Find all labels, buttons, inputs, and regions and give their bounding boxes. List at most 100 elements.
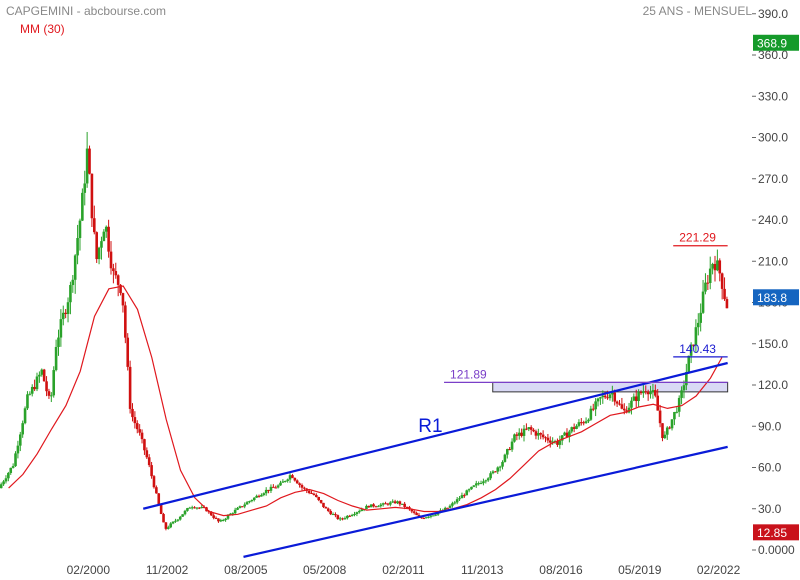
candle-body (164, 522, 168, 529)
candle-body (570, 427, 574, 432)
candle-body (503, 454, 507, 462)
candle-body (393, 501, 397, 504)
x-tick-label: 08/2016 (539, 563, 583, 577)
candle-body (606, 397, 609, 399)
candle-body (300, 485, 304, 488)
x-tick-label: 08/2005 (224, 563, 268, 577)
candle-body (630, 400, 633, 408)
candle-body (326, 508, 330, 511)
candle-body (250, 500, 254, 502)
candle-body (341, 518, 344, 520)
candle-body (489, 473, 492, 479)
candle-body (334, 514, 337, 516)
candle-body (651, 390, 655, 393)
candle-body (560, 435, 564, 441)
candle-body (486, 478, 490, 481)
candle-body (169, 523, 172, 528)
candle-body (241, 506, 244, 508)
x-tick-label: 11/2002 (146, 563, 189, 577)
candle-body (463, 495, 466, 497)
candle-body (584, 421, 588, 424)
candle-body (465, 490, 469, 496)
candle-body (116, 275, 120, 285)
candle-body (236, 507, 239, 510)
candle-body (248, 501, 251, 503)
candle-body (522, 428, 526, 436)
trend-lines-layer: R1 (142, 361, 728, 558)
candle-body (231, 513, 235, 515)
candle-body (0, 484, 3, 489)
candle-body (372, 504, 375, 507)
candle-body (346, 515, 349, 519)
candle-body (398, 501, 402, 505)
candle-body (336, 515, 340, 520)
candle-body (90, 173, 94, 219)
candle-body (150, 465, 153, 477)
candle-body (324, 507, 328, 509)
candle-body (381, 503, 385, 505)
candle-body (152, 476, 156, 488)
candle-body (448, 505, 452, 508)
candle-body (124, 305, 127, 338)
period-label: 25 ANS - MENSUEL (642, 4, 752, 18)
candle-body (348, 515, 352, 517)
candle-body (460, 495, 464, 499)
candle-body (529, 427, 533, 430)
high-price-badge (753, 34, 799, 51)
candle-body (467, 489, 471, 491)
candle-body (298, 483, 301, 486)
candle-body (226, 515, 230, 519)
candle-body (81, 192, 84, 221)
candle-body (424, 517, 428, 519)
candle-body (412, 511, 416, 513)
candle-body (245, 502, 249, 505)
candle-body (694, 327, 698, 346)
y-axis: 0.000030.060.090.0120.0150.0180.0210.024… (752, 7, 795, 557)
candle-body (723, 288, 726, 300)
candle-body (665, 427, 669, 435)
candle-body (310, 492, 313, 494)
y-tick-label: 120.0 (758, 378, 788, 392)
support-zone (492, 381, 729, 393)
candle-body (167, 527, 170, 529)
candle-body (238, 506, 242, 508)
candle-body (214, 517, 218, 519)
candle-body (322, 502, 325, 508)
candle-body (479, 483, 483, 485)
candle-body (494, 471, 497, 473)
candle-body (171, 521, 175, 524)
candle-body (472, 485, 476, 487)
candle-body (78, 220, 82, 239)
y-tick-label: 330.0 (758, 89, 788, 103)
candle-body (389, 502, 392, 505)
candle-body (221, 520, 225, 522)
candle-body (50, 395, 53, 397)
candle-body (21, 423, 24, 435)
candle-body (527, 427, 531, 430)
candle-body (159, 504, 163, 515)
candle-body (601, 395, 605, 398)
chart-title: CAPGEMINI - abcbourse.com (6, 4, 167, 18)
support-zone-layer (492, 381, 729, 393)
candle-body (209, 511, 213, 516)
candle-body (599, 397, 602, 399)
candle-body (453, 502, 457, 504)
candle-body (274, 487, 278, 489)
candle-body (157, 493, 161, 505)
candle-body (548, 440, 552, 443)
last-price-badge (753, 289, 799, 306)
candle-body (374, 506, 378, 508)
price-levels-layer: 221.29 140.43 121.89 (444, 231, 728, 384)
moving-average-line (8, 285, 723, 517)
x-tick-label: 11/2013 (461, 563, 504, 577)
candle-body (16, 445, 20, 454)
candle-body (114, 271, 118, 276)
candle-body (427, 516, 430, 518)
candle-body (279, 482, 282, 486)
candle-body (212, 515, 215, 518)
candle-body (513, 434, 516, 442)
candle-body (269, 486, 273, 491)
candle-body (147, 457, 151, 466)
candle-body (293, 477, 297, 481)
